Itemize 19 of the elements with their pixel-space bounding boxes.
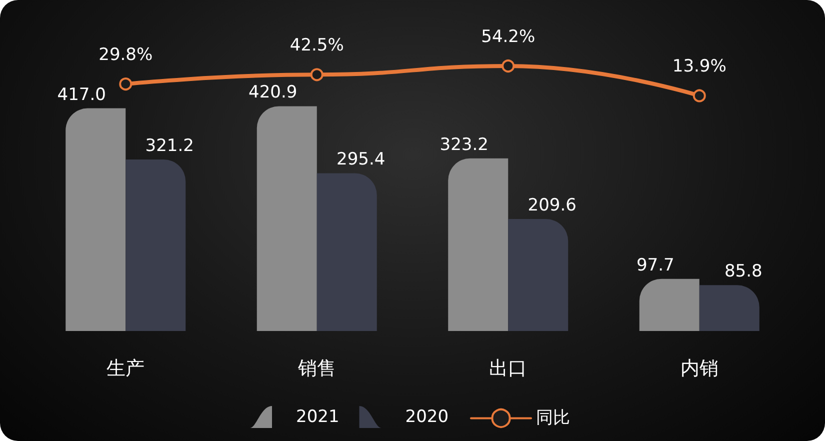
data-label: 209.6 [528, 196, 576, 216]
data-label: 295.4 [336, 150, 386, 170]
data-label: 97.7 [636, 255, 674, 276]
data-label: 29.8% [98, 45, 153, 66]
data-label: 323.2 [440, 134, 488, 155]
legend-label: 同比 [536, 408, 570, 428]
data-label: 417.0 [57, 84, 106, 105]
data-label: 13.9% [672, 56, 726, 77]
x-tick-label: 出口 [489, 358, 528, 380]
x-tick-label: 生产 [106, 358, 145, 380]
x-tick-label: 内销 [680, 358, 718, 380]
data-label: 420.9 [248, 82, 298, 103]
data-label: 321.2 [145, 136, 194, 156]
data-label: 54.2% [481, 27, 536, 47]
legend-label: 2020 [405, 407, 449, 427]
legend-label: 2021 [296, 407, 340, 427]
data-label: 85.8 [724, 262, 762, 282]
x-tick-label: 销售 [296, 358, 336, 380]
data-label: 42.5% [290, 36, 344, 56]
